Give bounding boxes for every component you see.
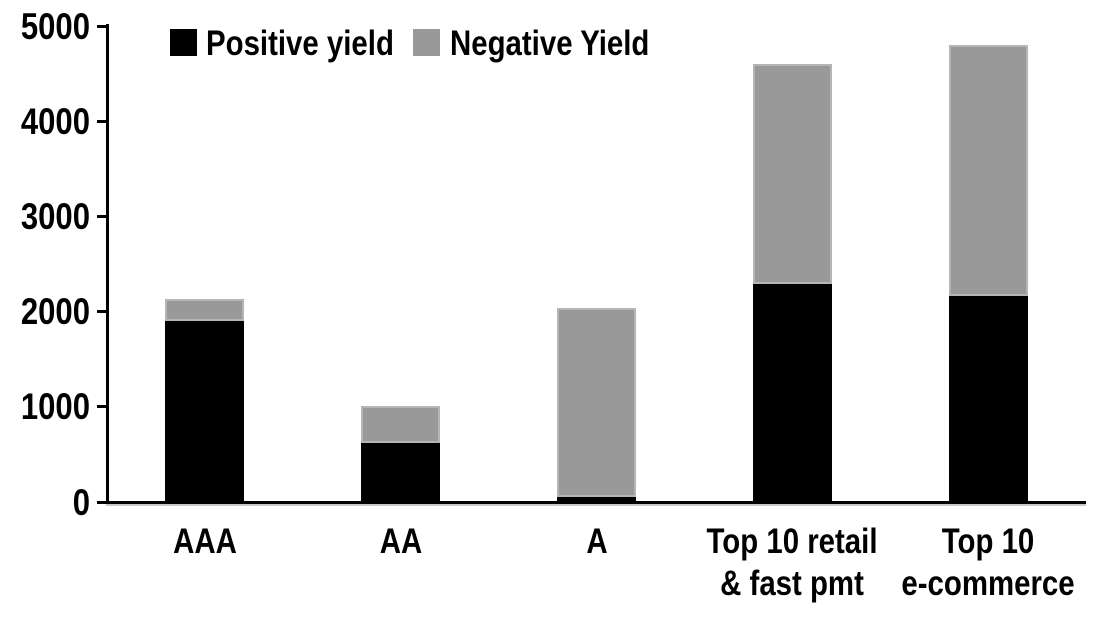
y-tick-0 bbox=[97, 500, 107, 504]
y-tick-label-5000: 5000 bbox=[20, 5, 91, 47]
y-tick-2000 bbox=[97, 310, 107, 314]
bar-a-positive-yield bbox=[557, 497, 636, 502]
bar-a-negative-yield bbox=[557, 307, 636, 498]
legend-swatch-positive-yield-icon bbox=[170, 29, 197, 56]
bar-aa-negative-yield bbox=[361, 405, 441, 443]
x-label-top-10-e-commerce: Top 10 e-commerce bbox=[901, 522, 1075, 603]
bar-top-10-e-commerce-positive-yield bbox=[948, 296, 1028, 502]
y-tick-label-1000: 1000 bbox=[20, 386, 91, 428]
y-tick-label-3000: 3000 bbox=[20, 195, 91, 237]
legend-label-positive-yield: Positive yield bbox=[206, 24, 394, 63]
bar-aaa-positive-yield bbox=[165, 321, 245, 502]
bar-top-10-retail-fast-pmt-positive-yield bbox=[752, 284, 832, 502]
bar-top-10-retail-fast-pmt-negative-yield bbox=[752, 64, 832, 284]
y-tick-5000 bbox=[97, 24, 107, 28]
x-label-aa: AA bbox=[379, 522, 422, 561]
y-tick-label-2000: 2000 bbox=[20, 291, 91, 333]
y-tick-1000 bbox=[97, 405, 107, 409]
x-label-top-10-retail-fast-pmt: Top 10 retail & fast pmt bbox=[706, 522, 878, 603]
legend-swatch-negative-yield-icon bbox=[413, 29, 440, 56]
y-tick-3000 bbox=[97, 214, 107, 218]
y-tick-4000 bbox=[97, 119, 107, 123]
bar-top-10-e-commerce-negative-yield bbox=[948, 45, 1028, 297]
bar-aaa-negative-yield bbox=[165, 299, 245, 322]
legend-label-negative-yield: Negative Yield bbox=[450, 24, 650, 63]
x-axis-line bbox=[106, 501, 1086, 504]
x-label-aaa: AAA bbox=[173, 522, 237, 561]
y-axis-line bbox=[106, 24, 109, 504]
x-label-a: A bbox=[585, 522, 608, 561]
bar-aa-positive-yield bbox=[361, 443, 441, 502]
y-tick-label-0: 0 bbox=[72, 481, 90, 523]
y-tick-label-4000: 4000 bbox=[20, 100, 91, 142]
